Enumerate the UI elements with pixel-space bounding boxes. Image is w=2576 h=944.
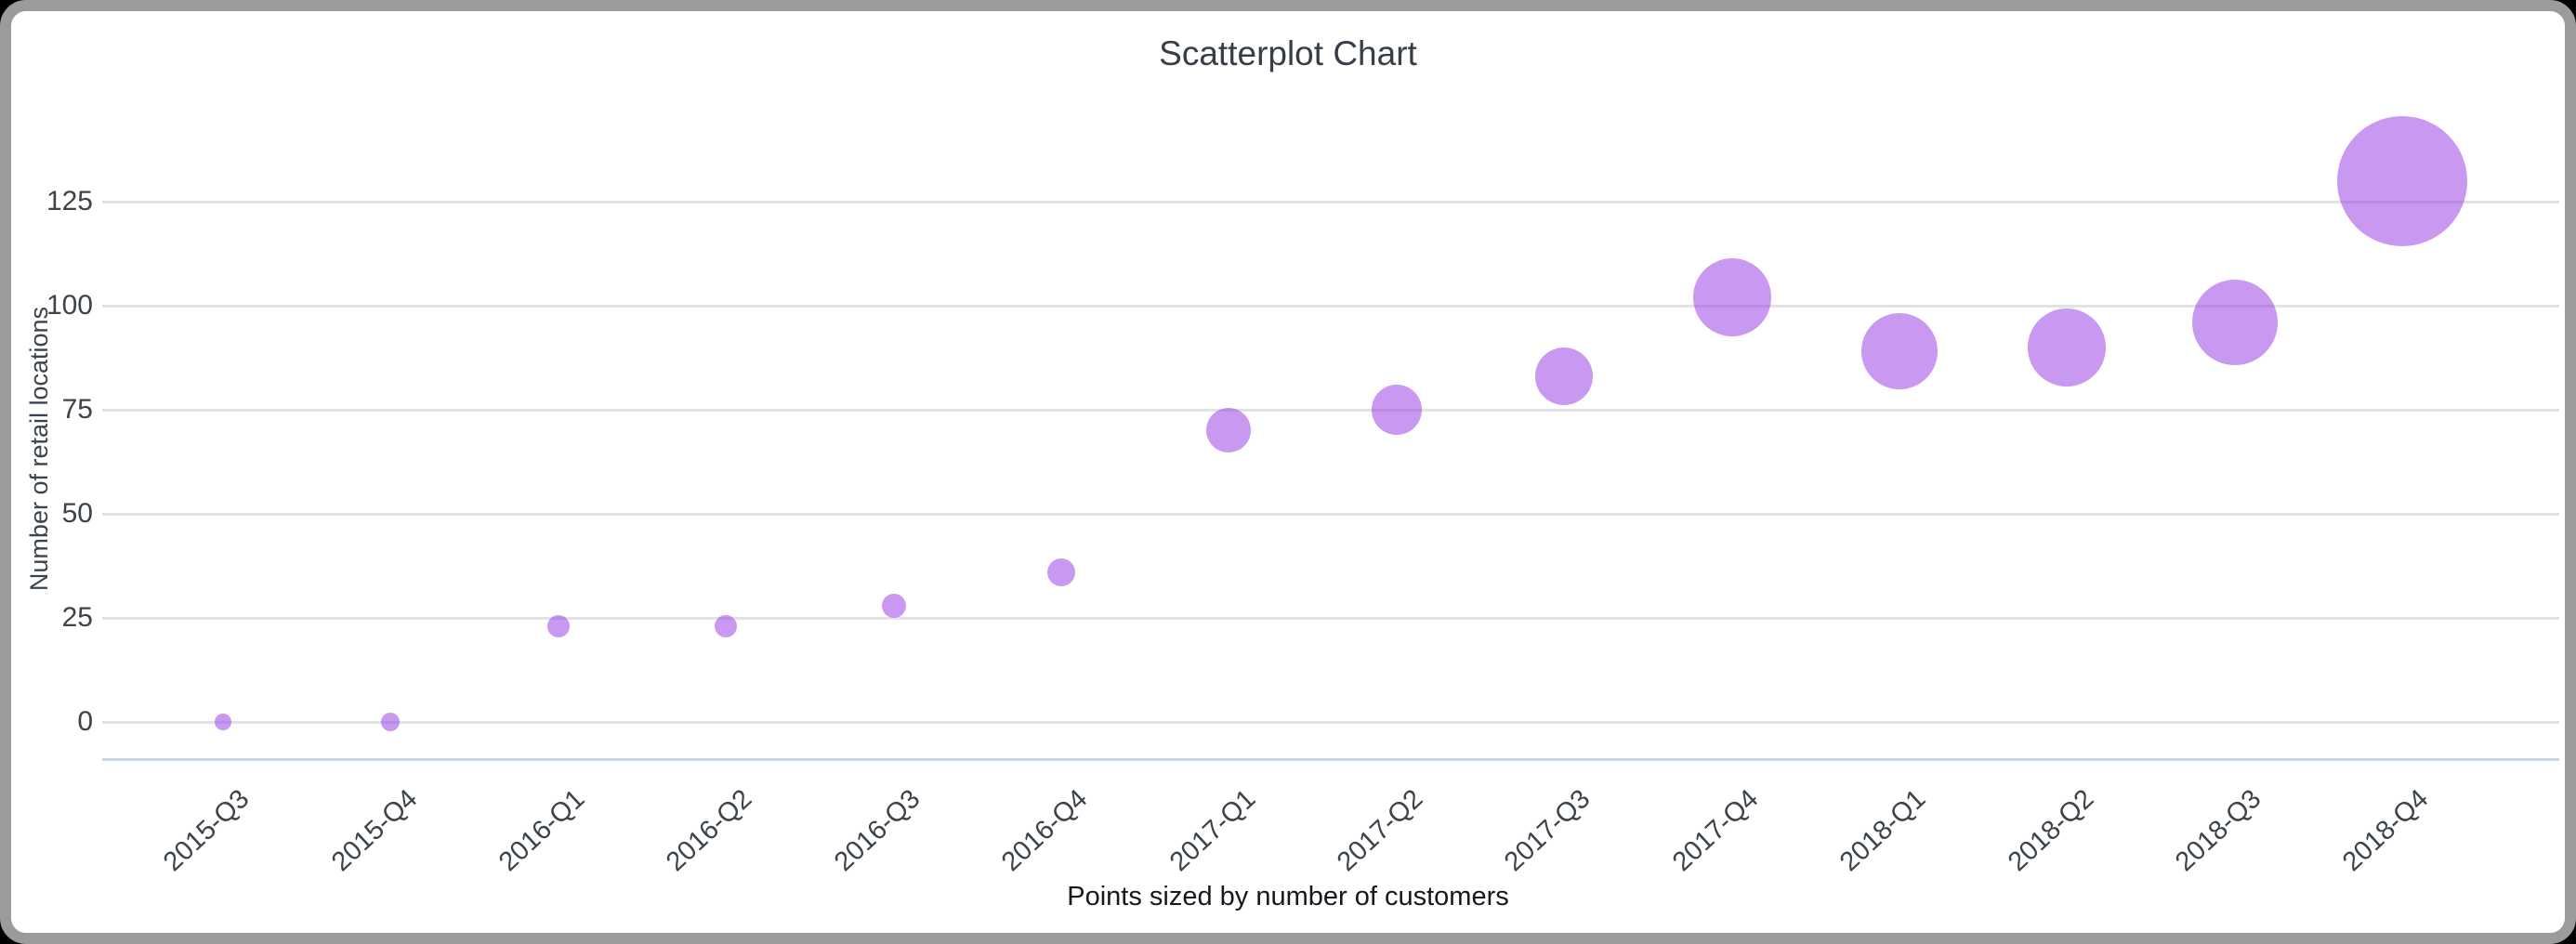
chart-caption: Points sized by number of customers — [1067, 882, 1509, 911]
x-tick-label-2018-Q3: 2018-Q3 — [2169, 783, 2267, 878]
gridline-y-125 — [102, 200, 2559, 203]
x-tick-label-2017-Q1: 2017-Q1 — [1163, 783, 1261, 878]
x-tick-label-2016-Q2: 2016-Q2 — [661, 783, 758, 878]
data-point-2015-Q4[interactable] — [381, 713, 401, 731]
data-point-2018-Q1[interactable] — [1861, 313, 1938, 390]
x-tick-label-2016-Q4: 2016-Q4 — [996, 783, 1094, 878]
gridline-y-50 — [102, 512, 2559, 516]
data-point-2016-Q4[interactable] — [1047, 557, 1075, 586]
x-tick-label-2016-Q1: 2016-Q1 — [493, 783, 591, 878]
y-tick-label: 0 — [77, 706, 93, 737]
data-point-2018-Q2[interactable] — [2028, 308, 2107, 387]
data-point-2015-Q3[interactable] — [215, 714, 231, 730]
x-tick-label-2017-Q3: 2017-Q3 — [1499, 783, 1597, 878]
gridline-y-75 — [102, 408, 2559, 412]
data-point-2016-Q3[interactable] — [881, 593, 906, 618]
x-tick-label-2018-Q1: 2018-Q1 — [1834, 783, 1932, 878]
y-tick-label: 50 — [61, 498, 93, 529]
gridline-y-100 — [102, 304, 2559, 308]
data-point-2017-Q3[interactable] — [1535, 347, 1594, 406]
x-tick-label-2017-Q4: 2017-Q4 — [1666, 783, 1765, 878]
data-point-2018-Q3[interactable] — [2191, 279, 2278, 365]
y-tick-label: 75 — [61, 394, 93, 425]
y-tick-label: 100 — [46, 290, 93, 321]
x-tick-label-2018-Q4: 2018-Q4 — [2337, 783, 2435, 878]
gridline-y-0 — [102, 720, 2559, 724]
x-tick-label-2017-Q2: 2017-Q2 — [1331, 783, 1429, 878]
data-point-2017-Q1[interactable] — [1206, 408, 1252, 453]
gridline-y-25 — [102, 616, 2559, 620]
data-point-2017-Q4[interactable] — [1692, 258, 1771, 337]
chart-title: Scatterplot Chart — [1159, 34, 1417, 72]
x-tick-label-2015-Q3: 2015-Q3 — [158, 783, 256, 878]
x-tick-label-2018-Q2: 2018-Q2 — [2002, 783, 2099, 878]
y-tick-label: 25 — [61, 602, 93, 633]
data-point-2017-Q2[interactable] — [1371, 385, 1422, 435]
y-tick-label: 125 — [46, 186, 93, 216]
x-tick-label-2015-Q4: 2015-Q4 — [325, 783, 423, 878]
data-point-2016-Q1[interactable] — [546, 614, 570, 637]
x-axis-baseline — [102, 757, 2559, 761]
x-tick-label-2016-Q3: 2016-Q3 — [828, 783, 927, 878]
data-point-2018-Q4[interactable] — [2337, 115, 2468, 246]
data-point-2016-Q2[interactable] — [715, 614, 738, 637]
